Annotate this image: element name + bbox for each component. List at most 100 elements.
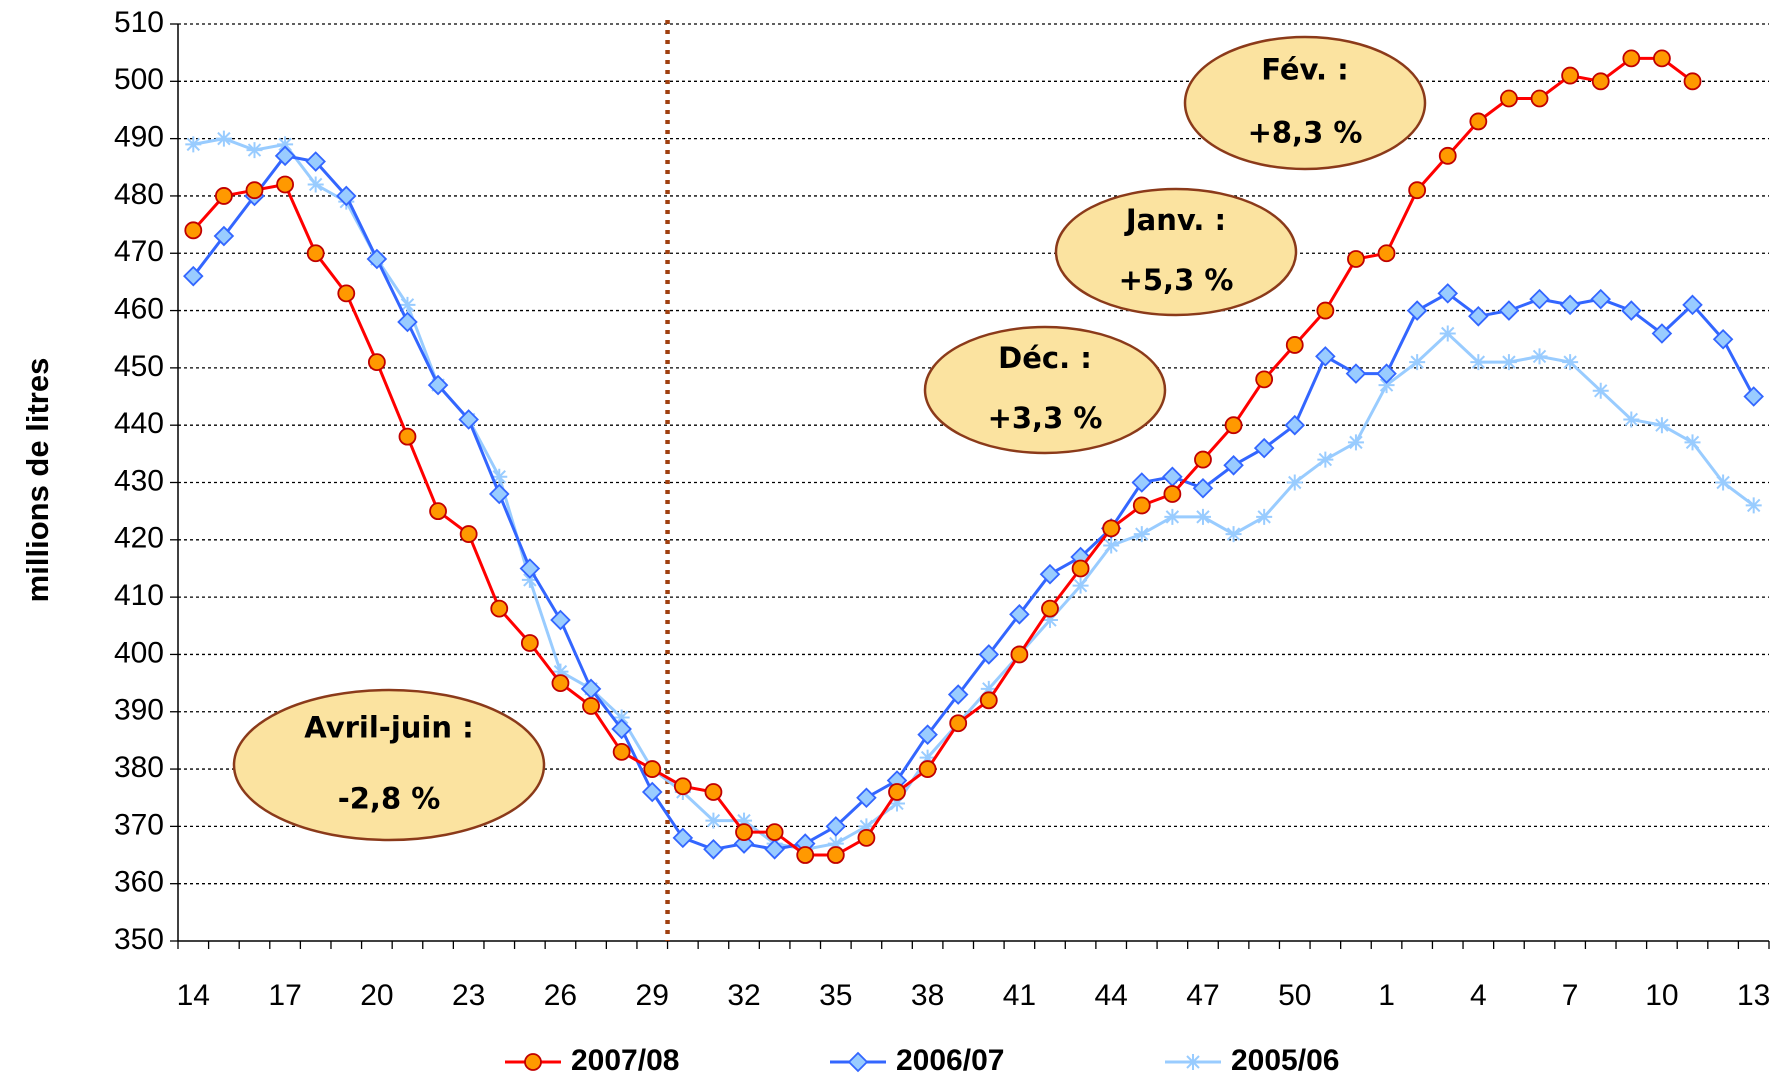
marker bbox=[399, 296, 416, 313]
marker bbox=[519, 558, 541, 579]
marker bbox=[1376, 363, 1397, 384]
marker bbox=[337, 284, 356, 303]
annotation-text: Janv. : bbox=[1124, 203, 1226, 237]
x-tick-label: 14 bbox=[177, 979, 210, 1012]
annotation-text: Avril-juin : bbox=[304, 710, 473, 744]
marker bbox=[185, 136, 202, 153]
marker bbox=[1561, 66, 1580, 85]
marker bbox=[367, 353, 386, 372]
marker bbox=[826, 846, 845, 864]
marker bbox=[764, 839, 785, 860]
marker bbox=[458, 409, 479, 430]
marker bbox=[1224, 416, 1243, 435]
marker bbox=[1102, 519, 1121, 538]
marker bbox=[1498, 300, 1520, 321]
marker bbox=[1712, 328, 1734, 350]
marker bbox=[1468, 306, 1489, 327]
marker bbox=[1347, 434, 1364, 451]
marker bbox=[1683, 72, 1702, 91]
marker bbox=[704, 783, 723, 801]
marker bbox=[612, 742, 631, 761]
legend-marker bbox=[1185, 1054, 1201, 1070]
marker bbox=[215, 130, 232, 147]
marker bbox=[1592, 382, 1609, 399]
marker bbox=[1439, 325, 1456, 342]
marker bbox=[1682, 294, 1703, 316]
marker bbox=[1225, 526, 1242, 543]
marker bbox=[336, 185, 357, 207]
annotation-text: -2,8 % bbox=[338, 782, 441, 816]
marker bbox=[274, 145, 296, 167]
y-tick-label: 390 bbox=[114, 694, 164, 727]
marker bbox=[245, 181, 264, 200]
x-tick-label: 23 bbox=[452, 979, 485, 1012]
marker bbox=[1071, 559, 1090, 578]
marker bbox=[611, 718, 632, 740]
marker bbox=[1039, 563, 1061, 585]
x-tick-label: 26 bbox=[544, 979, 577, 1012]
marker bbox=[827, 835, 844, 852]
marker bbox=[1345, 363, 1367, 384]
legend-label: 2007/08 bbox=[571, 1044, 679, 1077]
y-tick-label: 480 bbox=[114, 178, 164, 211]
y-tick-label: 460 bbox=[114, 292, 164, 325]
marker bbox=[1162, 466, 1183, 488]
marker bbox=[488, 483, 510, 505]
annotation-bubble bbox=[232, 688, 546, 842]
y-tick-label: 410 bbox=[114, 579, 164, 612]
marker bbox=[521, 571, 538, 588]
marker bbox=[672, 827, 694, 849]
marker bbox=[949, 714, 968, 733]
marker bbox=[397, 311, 418, 333]
marker bbox=[1591, 72, 1610, 91]
marker bbox=[1316, 301, 1335, 320]
marker bbox=[307, 176, 324, 193]
marker bbox=[1223, 455, 1244, 476]
marker bbox=[551, 674, 570, 692]
marker bbox=[459, 525, 478, 543]
marker bbox=[825, 816, 847, 837]
marker bbox=[1530, 89, 1549, 108]
marker bbox=[1317, 451, 1334, 468]
y-tick-label: 510 bbox=[114, 6, 164, 39]
marker bbox=[1621, 300, 1642, 321]
legend-marker bbox=[524, 1053, 542, 1071]
marker bbox=[1623, 411, 1640, 428]
marker bbox=[1529, 288, 1550, 310]
marker bbox=[1469, 112, 1488, 131]
marker bbox=[947, 684, 969, 705]
marker bbox=[889, 795, 906, 812]
marker bbox=[1531, 348, 1548, 365]
marker bbox=[980, 680, 997, 697]
marker bbox=[1286, 474, 1303, 491]
annotation-bubble bbox=[1054, 187, 1298, 317]
marker bbox=[1256, 508, 1273, 525]
y-tick-label: 360 bbox=[114, 866, 164, 899]
marker bbox=[520, 634, 539, 652]
marker bbox=[796, 846, 815, 864]
marker bbox=[1163, 485, 1182, 503]
annotation-text: +8,3 % bbox=[1248, 115, 1363, 149]
x-tick-label: 38 bbox=[911, 979, 944, 1012]
y-tick-label: 370 bbox=[114, 808, 164, 841]
marker bbox=[1194, 508, 1211, 525]
marker bbox=[490, 599, 509, 618]
y-axis-label: millions de litres bbox=[20, 358, 55, 603]
annotation-text: +3,3 % bbox=[988, 401, 1103, 435]
marker bbox=[1500, 89, 1518, 108]
marker bbox=[1745, 497, 1762, 514]
y-tick-label: 440 bbox=[114, 407, 164, 440]
marker bbox=[398, 427, 417, 446]
marker bbox=[1347, 250, 1365, 268]
marker bbox=[1253, 437, 1275, 459]
x-tick-label: 13 bbox=[1737, 979, 1770, 1012]
annotation-text: Déc. : bbox=[998, 341, 1092, 375]
x-tick-label: 20 bbox=[360, 979, 393, 1012]
x-tick-label: 50 bbox=[1278, 979, 1311, 1012]
annotation-bubble bbox=[1183, 35, 1427, 171]
marker bbox=[183, 265, 204, 287]
legend-label: 2006/07 bbox=[896, 1044, 1004, 1077]
marker bbox=[213, 225, 235, 247]
marker bbox=[1743, 386, 1764, 407]
